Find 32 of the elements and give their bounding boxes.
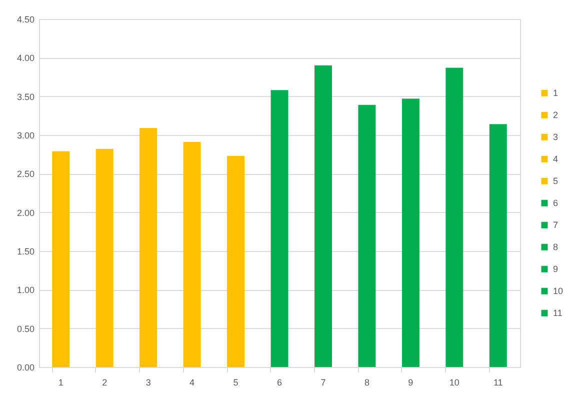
x-tick-label: 3 [146, 378, 151, 388]
legend-label: 8 [553, 242, 558, 252]
legend-label: 10 [553, 286, 564, 296]
x-tick-label: 7 [320, 378, 326, 388]
legend-label: 6 [553, 198, 558, 208]
x-tick-label: 4 [190, 378, 195, 388]
y-tick-label: 1.00 [16, 285, 34, 296]
y-tick-label: 3.00 [16, 130, 34, 140]
x-tick-label: 1 [58, 378, 64, 388]
y-tick-label: 0.50 [16, 324, 34, 334]
x-tick-label: 11 [493, 378, 503, 388]
x-tick-label: 5 [233, 378, 238, 388]
y-tick-label: 3.50 [16, 92, 34, 102]
legend-label: 2 [553, 110, 558, 120]
legend-label: 1 [553, 88, 558, 98]
y-tick-label: 4.00 [16, 53, 34, 64]
x-tick-label: 6 [276, 378, 282, 388]
y-tick-label: 4.50 [16, 14, 34, 24]
y-tick-label: 0.00 [16, 362, 34, 372]
x-tick-label: 10 [449, 378, 460, 388]
y-tick-label: 2.50 [16, 169, 34, 180]
legend-label: 3 [553, 132, 558, 142]
legend-label: 9 [553, 264, 558, 274]
legend-label: 7 [553, 220, 558, 230]
x-tick-label: 8 [364, 378, 370, 388]
legend-label: 4 [553, 154, 558, 164]
x-tick-label: 9 [408, 378, 414, 388]
y-tick-label: 2.00 [16, 208, 34, 218]
y-tick-label: 1.50 [16, 246, 34, 256]
legend-label: 5 [553, 176, 558, 186]
legend-label: 11 [553, 308, 562, 318]
x-tick-label: 2 [102, 378, 108, 388]
